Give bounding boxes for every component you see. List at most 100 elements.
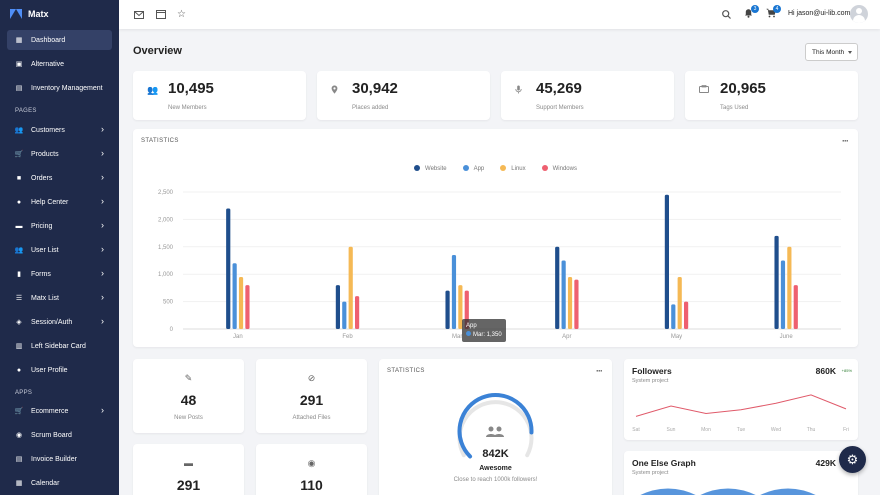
sidebar-item-label: Forms xyxy=(31,270,51,278)
mini-value: 291 xyxy=(299,392,324,408)
security-icon: ◈ xyxy=(16,319,22,326)
star-icon[interactable]: ☆ xyxy=(177,9,186,20)
one-else-graph-card: One Else Graph System project 429K xyxy=(624,451,858,495)
legend-item[interactable]: Linux xyxy=(500,165,526,172)
followers-card: Followers System project 860K +85% Sat Su… xyxy=(624,359,858,440)
gauge-value: 842K xyxy=(482,448,508,460)
bar xyxy=(342,301,347,329)
sidebar-item-customers[interactable]: 👥 Customers › xyxy=(7,120,112,140)
mini-value: 291 xyxy=(176,477,201,493)
mini-label: Attached Files xyxy=(292,415,331,421)
gauge-subtext: Close to reach 1000k followers! xyxy=(453,477,538,483)
sidebar-item-dashboard[interactable]: ▦ Dashboard xyxy=(7,30,112,50)
brand[interactable]: Matx xyxy=(0,0,119,28)
vertical-split-icon: ▥ xyxy=(15,343,23,350)
sidebar-item-session-auth[interactable]: ◈ Session/Auth › xyxy=(7,312,112,332)
bar xyxy=(445,290,450,329)
comment-icon: ▬ xyxy=(184,458,193,468)
bar xyxy=(677,276,682,329)
followers-icon xyxy=(486,426,504,437)
legend-dot xyxy=(500,165,507,171)
web-asset-icon[interactable] xyxy=(155,9,166,20)
period-select[interactable]: This Month xyxy=(805,43,858,61)
analytics-icon: ▣ xyxy=(15,61,23,68)
dashboard-icon: ▦ xyxy=(15,37,23,44)
sidebar-item-inventory-management[interactable]: ▤ Inventory Management xyxy=(7,78,112,98)
sidebar-item-invoice-builder[interactable]: ▤ Invoice Builder xyxy=(7,449,112,469)
sidebar-item-label: Alternative xyxy=(31,60,65,68)
sidebar-item-left-sidebar-card[interactable]: ▥ Left Sidebar Card xyxy=(7,336,112,356)
sidebar-item-label: Products xyxy=(31,150,59,158)
stat-value: 30,942 xyxy=(352,80,398,97)
legend-dot xyxy=(414,165,421,171)
more-options-icon[interactable]: ··· xyxy=(596,366,603,376)
bar xyxy=(555,246,560,329)
x-tick-label: Wed xyxy=(771,427,781,433)
mini-card-attached-files: ⊘ 291 Attached Files xyxy=(256,359,367,433)
avatar[interactable] xyxy=(850,5,868,23)
eye-icon: ◉ xyxy=(307,458,316,468)
gear-icon: ⚙ xyxy=(846,451,859,467)
y-tick-label: 0 xyxy=(170,327,174,333)
sidebar-item-label: Customers xyxy=(31,126,65,134)
sidebar-item-user-profile[interactable]: ● User Profile xyxy=(7,360,112,380)
card-subtitle: System project xyxy=(632,470,669,476)
more-options-icon[interactable]: ··· xyxy=(842,136,849,146)
stat-label: Places added xyxy=(352,105,389,111)
search-icon[interactable] xyxy=(721,9,732,20)
x-tick-label: Sun xyxy=(667,427,676,433)
chevron-right-icon: › xyxy=(101,148,104,158)
y-tick-label: 1,000 xyxy=(158,272,174,278)
stat-card-new-members: 👥 10,495 New Members xyxy=(133,71,306,120)
users-icon: 👥 xyxy=(14,247,24,254)
sidebar-item-label: Matx List xyxy=(31,294,60,302)
chevron-right-icon: › xyxy=(101,405,104,415)
settings-button[interactable]: ⚙ xyxy=(839,446,866,473)
sidebar-item-alternative[interactable]: ▣ Alternative xyxy=(7,54,112,74)
x-tick-label: Tue xyxy=(737,427,746,433)
notifications-button[interactable]: 3 xyxy=(743,5,759,20)
mail-icon[interactable] xyxy=(133,9,144,20)
bar xyxy=(671,304,676,329)
period-select-value: This Month xyxy=(812,48,845,56)
user-greeting[interactable]: Hi jason@ui-lib.com xyxy=(788,10,851,17)
board-icon: ◉ xyxy=(15,432,23,439)
sidebar-item-orders[interactable]: ■ Orders › xyxy=(7,168,112,188)
mini-card-new-posts: ✎ 48 New Posts xyxy=(133,359,244,433)
chevron-right-icon: › xyxy=(101,172,104,182)
sidebar: Matx ▦ Dashboard ▣ Alternative ▤ Invento… xyxy=(0,0,119,495)
progress-gauge: 842K xyxy=(457,393,534,460)
bar xyxy=(787,246,792,329)
sidebar-item-user-list[interactable]: 👥 User List › xyxy=(7,240,112,260)
y-tick-label: 2,000 xyxy=(158,217,174,223)
legend-item[interactable]: App xyxy=(462,165,484,172)
chart-tooltip: App Mar: 1,350 xyxy=(462,319,506,342)
sidebar-item-calendar[interactable]: ▦ Calendar xyxy=(7,473,112,493)
sidebar-item-products[interactable]: 🛒 Products › xyxy=(7,144,112,164)
people-icon: 👥 xyxy=(14,127,24,134)
x-tick-label: Sat xyxy=(632,427,640,433)
sidebar-item-matx-list[interactable]: ☰ Matx List › xyxy=(7,288,112,308)
sidebar-item-pricing[interactable]: ▬ Pricing › xyxy=(7,216,112,236)
sidebar-item-forms[interactable]: ▮ Forms › xyxy=(7,264,112,284)
place-icon xyxy=(331,85,338,96)
legend-item[interactable]: Windows xyxy=(541,165,577,172)
chevron-right-icon: › xyxy=(101,292,104,302)
tooltip-value: Mar: 1,350 xyxy=(473,332,502,338)
bar xyxy=(567,276,573,329)
bar xyxy=(664,194,669,329)
caret-down-icon xyxy=(848,51,852,54)
followers-change: +85% xyxy=(841,368,852,373)
sidebar-item-scrum-board[interactable]: ◉ Scrum Board xyxy=(7,425,112,445)
legend-item[interactable]: Website xyxy=(414,165,447,172)
sidebar-item-label: Ecommerce xyxy=(31,407,69,415)
cart-badge: 4 xyxy=(773,5,781,13)
sidebar-item-help-center[interactable]: ● Help Center › xyxy=(7,192,112,212)
x-tick-label: Jan xyxy=(233,334,243,340)
stat-value: 45,269 xyxy=(536,80,582,97)
card-subtitle: System project xyxy=(632,378,669,384)
sidebar-item-ecommerce[interactable]: 🛒 Ecommerce › xyxy=(7,401,112,421)
cart-button[interactable]: 4 xyxy=(765,5,781,20)
x-tick-label: Fri xyxy=(843,427,849,433)
sidebar-item-label: Dashboard xyxy=(31,36,66,44)
